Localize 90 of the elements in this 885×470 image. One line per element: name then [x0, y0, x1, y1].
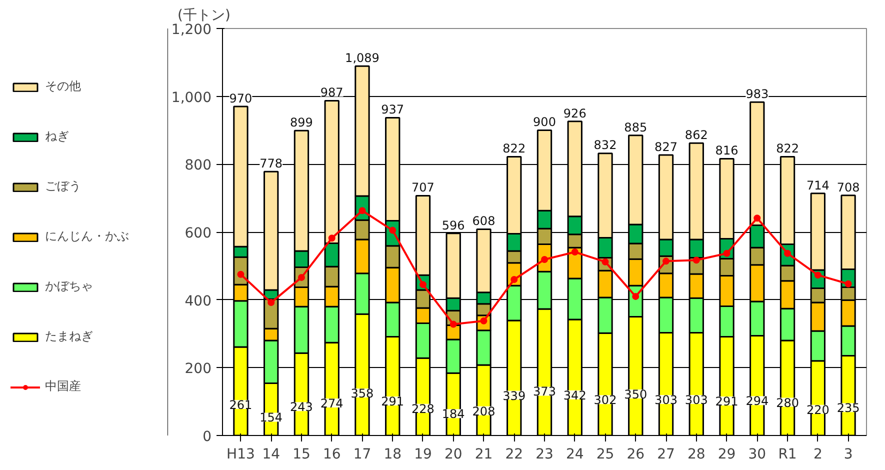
- point: [450, 320, 457, 328]
- total-label: 899: [290, 116, 313, 130]
- total-label: 778: [260, 156, 283, 171]
- data-label: 243: [290, 400, 313, 414]
- total-label: 708: [836, 180, 860, 194]
- x-tick-label: 23: [536, 446, 554, 462]
- y-tick-label: 200: [184, 361, 212, 378]
- y-tick-label: 400: [184, 293, 212, 310]
- x-tick-label: 27: [657, 446, 675, 462]
- y-tick-label: 600: [184, 226, 212, 242]
- total-label: 900: [533, 115, 556, 130]
- total-label: 816: [715, 144, 738, 158]
- x-tick-label: 22: [505, 446, 524, 462]
- x-tick-label: H13: [226, 446, 255, 462]
- total-label: 862: [684, 128, 708, 142]
- x-tick-label: 19: [414, 446, 432, 462]
- total-label: 707: [412, 180, 434, 195]
- x-tick-label: 24: [566, 446, 584, 462]
- data-label: 220: [806, 402, 830, 417]
- point: [328, 234, 336, 242]
- total-label: 832: [594, 138, 617, 152]
- data-label: 154: [260, 410, 283, 425]
- x-tick-label: 2: [813, 446, 822, 462]
- x-tick-label: 14: [262, 446, 280, 462]
- x-tick-label: 20: [444, 446, 462, 462]
- y-tick-label: 1,000: [171, 90, 212, 106]
- total-label: 827: [654, 140, 678, 154]
- y-tick-label: 0: [202, 429, 212, 445]
- total-label: 822: [502, 142, 526, 156]
- legend-label: ごぼう: [45, 178, 81, 195]
- x-tick-label: 21: [474, 446, 493, 462]
- total-label: 822: [776, 142, 799, 156]
- x-tick-label: 16: [322, 446, 341, 462]
- x-tick-label: 18: [384, 446, 402, 462]
- data-label: 184: [442, 407, 465, 422]
- data-label: 302: [594, 393, 617, 408]
- x-tick-label: 3: [844, 446, 853, 462]
- data-label: 208: [472, 404, 496, 418]
- point: [814, 272, 822, 279]
- data-label: 228: [412, 402, 434, 416]
- x-tick-label: 30: [748, 446, 766, 462]
- x-tick-label: 26: [626, 446, 645, 462]
- total-label: 983: [746, 87, 769, 102]
- point: [723, 250, 730, 257]
- data-label: 294: [746, 394, 769, 408]
- data-label: 373: [533, 384, 556, 399]
- point: [632, 292, 640, 300]
- legend-label: たまねぎ: [45, 328, 93, 345]
- point: [268, 299, 275, 306]
- total-label: 608: [472, 214, 496, 228]
- data-label: 274: [320, 396, 344, 410]
- data-label: 303: [654, 393, 678, 408]
- data-label: 358: [350, 386, 374, 400]
- data-label: 291: [715, 394, 738, 408]
- legend-label: にんじん・かぶ: [45, 228, 129, 245]
- data-label: 235: [836, 401, 860, 416]
- legend-label: ねぎ: [45, 128, 69, 145]
- y-tick-label: 1,200: [171, 22, 212, 38]
- x-tick-label: R1: [778, 446, 797, 462]
- legend-label: その他: [45, 78, 81, 95]
- total-label: 1,089: [345, 51, 380, 66]
- point: [692, 256, 700, 264]
- point: [662, 258, 670, 265]
- x-tick-label: 17: [353, 446, 372, 462]
- x-tick-label: 15: [292, 446, 310, 462]
- data-label: 291: [381, 394, 404, 408]
- point: [510, 276, 518, 283]
- y-tick-label: 800: [184, 158, 212, 174]
- x-tick-label: 29: [718, 446, 736, 462]
- legend-label: 中国産: [45, 378, 81, 395]
- data-label: 350: [624, 387, 648, 402]
- point: [844, 280, 852, 288]
- total-label: 596: [442, 218, 465, 232]
- data-label: 261: [229, 398, 252, 412]
- total-label: 987: [320, 86, 344, 100]
- total-label: 970: [229, 91, 252, 106]
- data-label: 342: [563, 388, 586, 402]
- total-label: 714: [806, 178, 830, 192]
- total-label: 885: [624, 120, 648, 134]
- total-label: 926: [563, 106, 586, 120]
- legend-label: かぼちゃ: [45, 278, 93, 295]
- data-label: 339: [502, 388, 526, 403]
- x-tick-label: 28: [687, 446, 706, 462]
- data-label: 280: [776, 396, 799, 410]
- point: [754, 214, 761, 222]
- point: [571, 248, 578, 256]
- x-tick-label: 25: [596, 446, 614, 462]
- total-label: 937: [381, 102, 404, 117]
- y-axis-title: (千トン): [178, 8, 230, 24]
- data-label: 303: [684, 393, 708, 408]
